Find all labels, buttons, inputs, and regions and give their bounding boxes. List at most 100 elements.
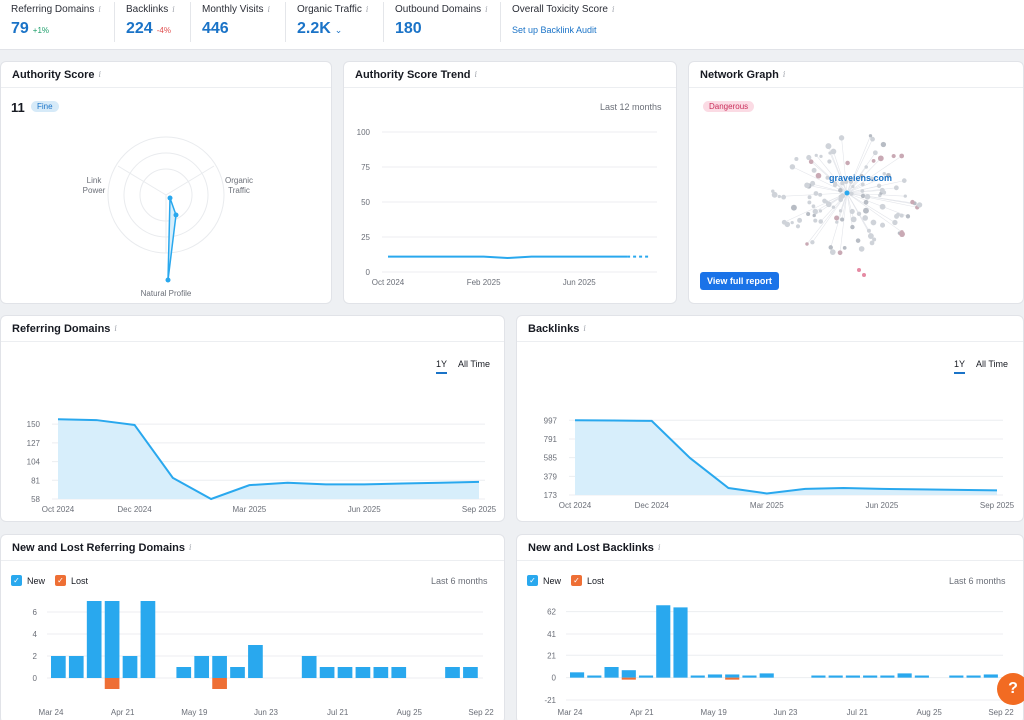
legend-new[interactable]: ✓ New: [527, 575, 561, 586]
info-icon[interactable]: i: [172, 4, 175, 14]
graph-node: [903, 194, 907, 198]
bar-new: [845, 675, 860, 678]
bar-new: [194, 656, 210, 678]
info-icon[interactable]: i: [657, 543, 661, 552]
graph-node: [857, 268, 861, 272]
graph-node: [862, 215, 869, 221]
graph-node: [877, 155, 884, 162]
graph-node: [860, 189, 865, 193]
legend-new[interactable]: ✓ New: [11, 575, 45, 586]
checkbox-icon[interactable]: ✓: [11, 575, 22, 586]
graph-node: [813, 218, 818, 223]
metric-value[interactable]: 224: [126, 20, 153, 37]
graph-node: [879, 203, 886, 210]
graph-node: [822, 198, 827, 204]
metric-value[interactable]: 446: [202, 20, 229, 37]
tab-1y[interactable]: 1Y: [954, 359, 966, 374]
view-full-report-button[interactable]: View full report: [700, 272, 779, 290]
metric-value[interactable]: 79: [11, 20, 29, 37]
graph-node: [819, 154, 823, 159]
backlinks-card: Backlinks i 1Y All Time 173 379 585 791 997 Oc…: [516, 315, 1024, 522]
graph-node: [825, 175, 830, 180]
graph-node: [845, 160, 850, 166]
graph-node: [858, 246, 865, 252]
info-icon[interactable]: i: [474, 70, 478, 79]
info-icon[interactable]: i: [188, 543, 192, 552]
graph-node: [867, 233, 874, 240]
graph-node: [863, 199, 869, 205]
graph-node: [900, 230, 904, 234]
graph-node: [855, 238, 861, 243]
bar-new: [445, 667, 460, 678]
graph-node: [880, 141, 887, 148]
graph-node: [837, 250, 843, 256]
info-icon[interactable]: i: [583, 324, 586, 333]
graph-node: [840, 180, 845, 186]
tab-all-time[interactable]: All Time: [976, 359, 1009, 369]
info-icon[interactable]: i: [114, 324, 117, 333]
network-graph[interactable]: [689, 88, 1024, 304]
legend-lost[interactable]: ✓ Lost: [571, 575, 604, 586]
graph-node: [850, 216, 857, 223]
bar-new: [176, 667, 192, 678]
info-icon[interactable]: i: [611, 4, 615, 14]
info-icon[interactable]: i: [365, 4, 369, 14]
graph-node: [830, 148, 837, 155]
graph-node: [818, 209, 823, 213]
graph-node: [838, 135, 845, 141]
metric-referring-domains[interactable]: Referring Domains i 79 +1%: [0, 2, 109, 42]
authority-trend-card: Authority Score Trend i Last 12 months 0 2…: [343, 61, 677, 304]
graph-node: [811, 167, 817, 173]
y-tick-label: 75: [361, 163, 370, 172]
graph-node: [805, 242, 809, 246]
bar-new: [690, 675, 705, 678]
bar-new: [212, 656, 227, 678]
tab-all-time[interactable]: All Time: [458, 359, 491, 369]
graph-edge: [846, 192, 896, 223]
graph-node: [807, 195, 812, 200]
checkbox-icon[interactable]: ✓: [55, 575, 67, 586]
graph-node: [811, 204, 816, 209]
graph-edge: [833, 151, 848, 194]
graph-node: [872, 150, 878, 156]
graph-node: [790, 204, 797, 211]
backlink-audit-link[interactable]: Set up Backlink Audit: [512, 25, 597, 35]
graph-node: [818, 219, 824, 224]
help-button[interactable]: ?: [997, 673, 1024, 705]
info-icon[interactable]: i: [98, 4, 101, 14]
chevron-down-icon[interactable]: ⌄: [334, 25, 343, 35]
info-icon[interactable]: i: [267, 4, 271, 14]
metric-value[interactable]: 180: [395, 20, 422, 37]
legend-lost[interactable]: ✓ Lost: [55, 575, 88, 586]
metric-label: Outbound Domains: [395, 3, 482, 15]
domain-label[interactable]: graveiens.com: [829, 173, 893, 183]
graph-node: [879, 187, 885, 193]
y-tick-label: 173: [544, 491, 558, 500]
legend-label: Lost: [587, 575, 605, 586]
axis-label-natural-profile: Natural Profile: [141, 289, 192, 298]
tab-1y[interactable]: 1Y: [436, 359, 448, 374]
metric-outbound-domains[interactable]: Outbound Domains i 180: [383, 2, 499, 42]
metric-monthly-visits[interactable]: Monthly Visits i 446: [190, 2, 286, 42]
graph-node: [810, 240, 815, 245]
bar-new: [570, 672, 585, 678]
bar-new: [122, 656, 138, 678]
info-icon[interactable]: i: [782, 70, 786, 79]
legend-label: New: [543, 575, 562, 586]
y-tick-label: 585: [544, 454, 558, 463]
card-title: New and Lost Backlinks: [528, 541, 654, 554]
x-tick-label: Feb 2025: [467, 278, 501, 287]
metric-organic-traffic[interactable]: Organic Traffic i 2.2K ⌄: [285, 2, 381, 42]
bar-new: [673, 607, 688, 678]
graph-node: [808, 159, 814, 165]
checkbox-icon[interactable]: ✓: [571, 575, 583, 586]
metric-backlinks[interactable]: Backlinks i 224 -4%: [114, 2, 186, 42]
info-icon[interactable]: i: [485, 4, 488, 14]
info-icon[interactable]: i: [98, 70, 102, 79]
graph-node: [891, 154, 896, 159]
metric-value[interactable]: 2.2K: [297, 20, 331, 37]
checkbox-icon[interactable]: ✓: [527, 575, 538, 586]
graph-node-target: [844, 190, 850, 196]
graph-node: [804, 182, 810, 189]
metric-change: -4%: [156, 26, 171, 35]
